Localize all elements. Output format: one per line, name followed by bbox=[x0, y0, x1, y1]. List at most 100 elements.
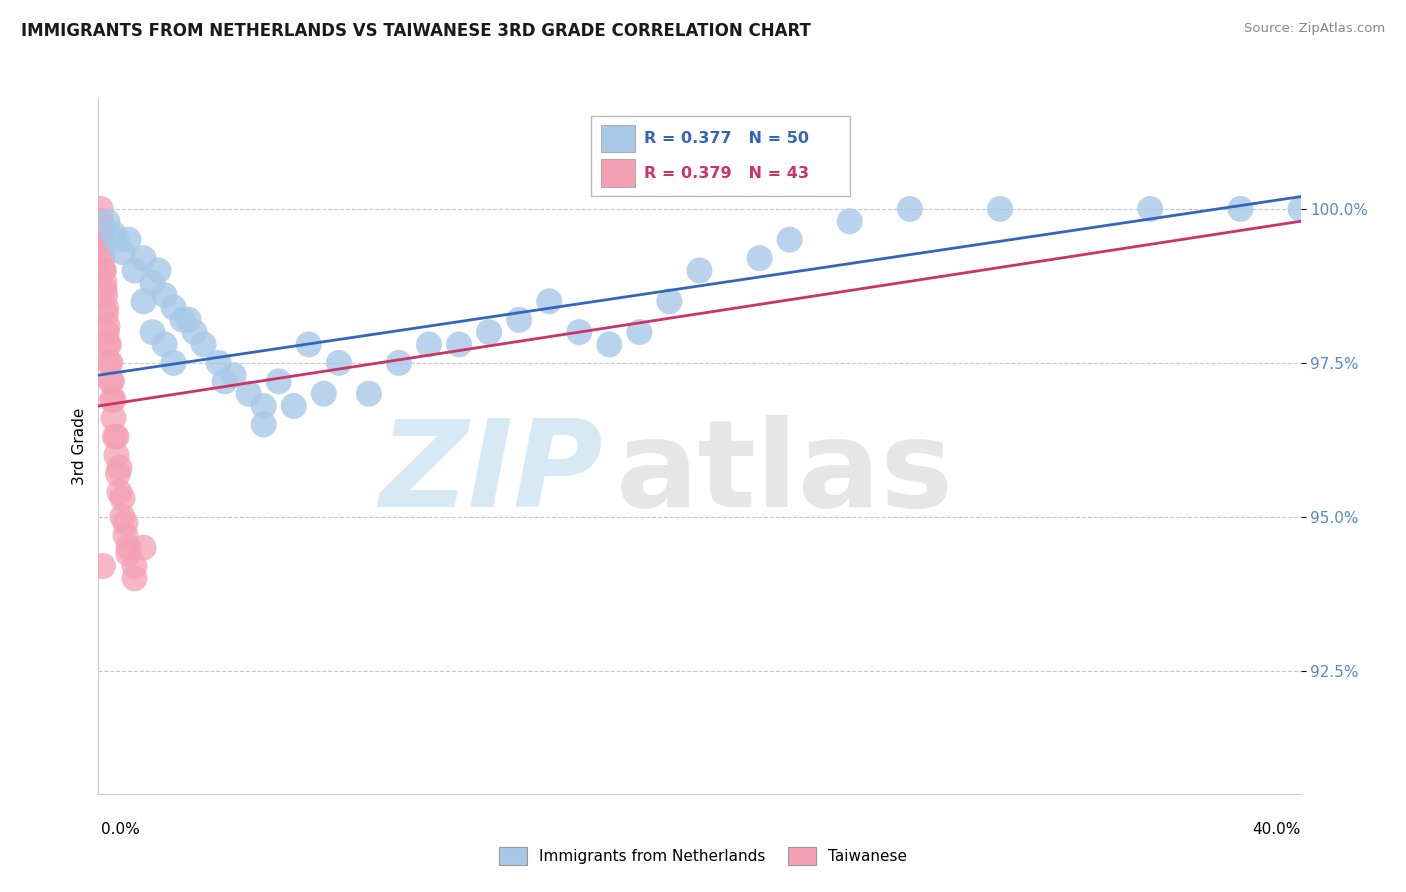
Point bbox=[898, 202, 921, 216]
Point bbox=[101, 375, 124, 389]
Point bbox=[418, 337, 440, 351]
Point bbox=[838, 214, 860, 228]
Point bbox=[124, 263, 146, 277]
Point bbox=[328, 356, 350, 370]
Point bbox=[1229, 202, 1251, 216]
Point bbox=[108, 460, 131, 475]
Point bbox=[748, 251, 770, 265]
Point bbox=[105, 430, 128, 444]
Point bbox=[779, 233, 801, 247]
Point bbox=[172, 312, 194, 326]
Text: 0.0%: 0.0% bbox=[101, 822, 141, 837]
Point bbox=[111, 509, 134, 524]
Point bbox=[111, 245, 134, 260]
Point bbox=[132, 294, 155, 309]
Point bbox=[111, 491, 134, 506]
Point bbox=[117, 541, 139, 555]
Point bbox=[97, 337, 120, 351]
Point bbox=[153, 337, 176, 351]
Point bbox=[96, 325, 118, 339]
Point bbox=[132, 251, 155, 265]
Point bbox=[94, 307, 117, 321]
Point bbox=[104, 430, 127, 444]
Point bbox=[90, 202, 112, 216]
Point bbox=[96, 318, 118, 333]
Point bbox=[103, 227, 125, 241]
Point bbox=[93, 282, 115, 296]
Point bbox=[91, 245, 114, 260]
Point bbox=[988, 202, 1011, 216]
Point bbox=[114, 516, 136, 530]
Point bbox=[183, 325, 205, 339]
Point bbox=[105, 448, 128, 462]
Point bbox=[238, 386, 260, 401]
FancyBboxPatch shape bbox=[600, 160, 634, 187]
Point bbox=[91, 263, 114, 277]
Point bbox=[91, 233, 114, 247]
Point bbox=[222, 368, 245, 383]
Point bbox=[114, 528, 136, 542]
Text: R = 0.377   N = 50: R = 0.377 N = 50 bbox=[644, 131, 810, 146]
Point bbox=[141, 276, 163, 290]
Point bbox=[253, 399, 276, 413]
Point bbox=[508, 312, 530, 326]
Point bbox=[107, 467, 129, 481]
Point bbox=[388, 356, 411, 370]
Point bbox=[141, 325, 163, 339]
Point bbox=[658, 294, 681, 309]
Point bbox=[1139, 202, 1161, 216]
Point bbox=[94, 288, 117, 302]
Point bbox=[101, 392, 124, 407]
Point bbox=[124, 571, 146, 585]
Point bbox=[568, 325, 591, 339]
Point bbox=[90, 227, 112, 241]
Point bbox=[153, 288, 176, 302]
Point bbox=[103, 411, 125, 425]
Point bbox=[214, 375, 236, 389]
Point bbox=[357, 386, 380, 401]
Point bbox=[148, 263, 170, 277]
Point bbox=[117, 547, 139, 561]
Text: R = 0.379   N = 43: R = 0.379 N = 43 bbox=[644, 166, 810, 181]
Point bbox=[688, 263, 710, 277]
Point bbox=[100, 356, 122, 370]
Point bbox=[90, 220, 112, 235]
Point bbox=[96, 214, 118, 228]
Point bbox=[598, 337, 620, 351]
Point bbox=[267, 375, 290, 389]
Point bbox=[93, 263, 115, 277]
Point bbox=[208, 356, 231, 370]
Point bbox=[90, 214, 112, 228]
Point bbox=[253, 417, 276, 432]
FancyBboxPatch shape bbox=[592, 116, 849, 195]
Point bbox=[97, 356, 120, 370]
Legend: Immigrants from Netherlands, Taiwanese: Immigrants from Netherlands, Taiwanese bbox=[494, 841, 912, 871]
Text: ZIP: ZIP bbox=[380, 416, 603, 533]
Point bbox=[90, 233, 112, 247]
Point bbox=[283, 399, 305, 413]
Point bbox=[162, 301, 184, 315]
Text: atlas: atlas bbox=[616, 416, 953, 533]
Point bbox=[538, 294, 561, 309]
Point bbox=[312, 386, 335, 401]
FancyBboxPatch shape bbox=[600, 125, 634, 153]
Point bbox=[96, 337, 118, 351]
Point bbox=[447, 337, 470, 351]
Point bbox=[193, 337, 215, 351]
Point bbox=[100, 375, 122, 389]
Point bbox=[177, 312, 200, 326]
Point bbox=[1289, 202, 1312, 216]
Point bbox=[89, 214, 111, 228]
Text: 40.0%: 40.0% bbox=[1253, 822, 1301, 837]
Point bbox=[93, 276, 115, 290]
Point bbox=[108, 485, 131, 500]
Point bbox=[105, 233, 128, 247]
Y-axis label: 3rd Grade: 3rd Grade bbox=[72, 408, 87, 484]
Point bbox=[91, 559, 114, 574]
Point bbox=[628, 325, 651, 339]
Point bbox=[298, 337, 321, 351]
Point bbox=[94, 301, 117, 315]
Point bbox=[103, 392, 125, 407]
Text: Source: ZipAtlas.com: Source: ZipAtlas.com bbox=[1244, 22, 1385, 36]
Point bbox=[132, 541, 155, 555]
